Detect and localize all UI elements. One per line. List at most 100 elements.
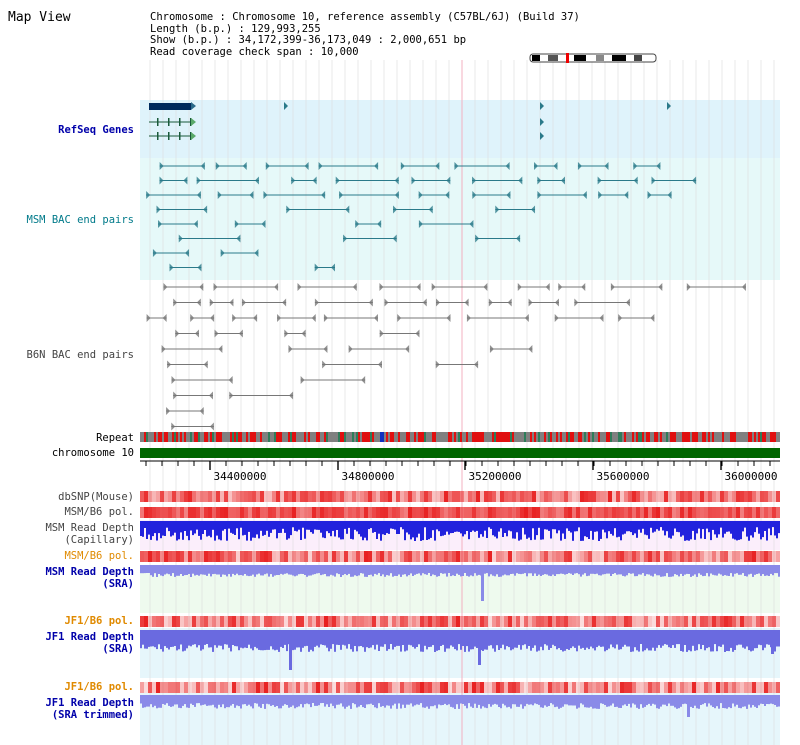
bac-end-arrow-icon [199,283,204,291]
capillary-depth-bar [462,521,464,537]
track-label-msm-bac[interactable]: MSM BAC end pairs [26,214,134,226]
repeat-element [708,432,710,442]
jf1-trim-depth-bar [326,695,328,705]
polymorphism-tracks[interactable] [140,491,780,693]
jf1-pol-cell [728,616,732,627]
msm-pol2-cell [396,551,400,562]
jf1-pol2-cell [148,682,152,693]
jf1-pol2-cell [308,682,312,693]
jf1-sra-depth-bar [408,630,410,645]
capillary-depth-bar [164,521,166,536]
jf1-sra-depth-bar [162,630,164,652]
jf1-sra-depth-bar [272,630,274,650]
dbsnp-cell [392,491,396,502]
jf1-trim-depth-bar [214,695,216,708]
bac-end-arrow-icon [531,205,536,214]
msm-pol-cell [504,507,508,518]
refseq-genes-track[interactable] [149,102,671,140]
msm-pol-cell [308,507,312,518]
msm-sra-depth-bar [394,565,396,576]
msm-pol-cell [344,507,348,518]
capillary-depth-bar [600,521,602,539]
repeat-track[interactable] [140,432,780,442]
jf1-sra-depth-bar [634,630,636,648]
dbsnp-cell [296,491,300,502]
jf1-pol-cell [296,616,300,627]
jf1-pol2-cell [592,682,596,693]
jf1-pol-cell [760,616,764,627]
msm-pol-cell [708,507,712,518]
jf1-trim-depth-bar [436,695,438,709]
msm-pol2-cell [536,551,540,562]
jf1-trim-depth-bar [476,695,478,708]
msm-sra-depth-bar [210,565,212,577]
msm-pol2-cell [236,551,240,562]
repeat-element [684,432,686,442]
jf1-pol-cell [768,616,772,627]
dbsnp-cell [164,491,168,502]
jf1-sra-depth-bar [310,630,312,650]
jf1-sra-depth-bar [332,630,334,645]
jf1-trim-depth-bar [392,695,394,706]
jf1-pol2-cell [528,682,532,693]
track-label-refseq[interactable]: RefSeq Genes [58,124,134,136]
msm-bac-track[interactable] [146,162,697,272]
jf1-sra-depth-bar [454,630,456,650]
jf1-trim-depth-bar [642,695,644,708]
jf1-trim-depth-bar [678,695,680,709]
jf1-sra-depth-bar [458,630,460,645]
msm-sra-depth-bar [696,565,698,577]
jf1-sra-depth-bar [382,630,384,647]
msm-sra-depth-bar [358,565,360,576]
jf1-trim-depth-bar [486,695,488,709]
jf1-trim-depth-bar [398,695,400,704]
repeat-element [398,432,400,442]
msm-sra-depth-bar [314,565,316,575]
msm-sra-depth-bar [744,565,746,576]
track-label-jf1-sra-1: JF1 Read Depth [45,631,134,643]
dbsnp-cell [640,491,644,502]
msm-sra-depth-bar [534,565,536,574]
repeat-element [656,432,658,442]
bac-end-arrow-icon [618,314,623,322]
bac-end-arrow-icon [249,191,254,199]
capillary-depth-bar [662,521,664,531]
jf1-trim-depth-bar [312,695,314,703]
capillary-depth-bar [448,521,450,535]
msm-pol-cell [476,507,480,518]
msm-sra-depth-bar [146,565,148,573]
jf1-pol-cell [620,616,624,627]
capillary-depth-bar [222,521,224,531]
jf1-trim-depth-bar [612,695,614,704]
bac-end-arrow-icon [435,360,440,369]
jf1-sra-depth-bar [628,630,630,647]
dbsnp-cell [452,491,456,502]
capillary-depth-bar [624,521,626,534]
capillary-depth-bar [152,521,154,537]
jf1-trim-depth-bar [716,695,718,707]
jf1-trim-depth-bar [322,695,324,703]
jf1-trim-depth-bar [672,695,674,706]
jf1-trim-depth-bar [150,695,152,705]
dbsnp-cell [684,491,688,502]
strand-arrow-icon [284,102,288,110]
jf1-sra-depth-bar [372,630,374,646]
read-depth-tracks[interactable] [140,521,780,717]
jf1-trim-depth-bar [400,695,402,709]
b6n-bac-track[interactable] [146,283,746,431]
track-label-b6n-bac[interactable]: B6N BAC end pairs [26,349,134,361]
msm-pol2-cell [452,551,456,562]
jf1-trim-depth-bar [500,695,502,709]
jf1-pol-cell [600,616,604,627]
chromosome-bar[interactable] [140,448,780,458]
capillary-depth-bar [764,521,766,531]
jf1-pol-cell [508,616,512,627]
jf1-trim-depth-bar [414,695,416,706]
repeat-element [608,432,610,442]
repeat-element [472,432,474,442]
jf1-sra-depth-bar [444,630,446,652]
chromosome-ideogram[interactable] [529,53,657,63]
jf1-pol-cell [496,616,500,627]
msm-sra-depth-bar [734,565,736,574]
